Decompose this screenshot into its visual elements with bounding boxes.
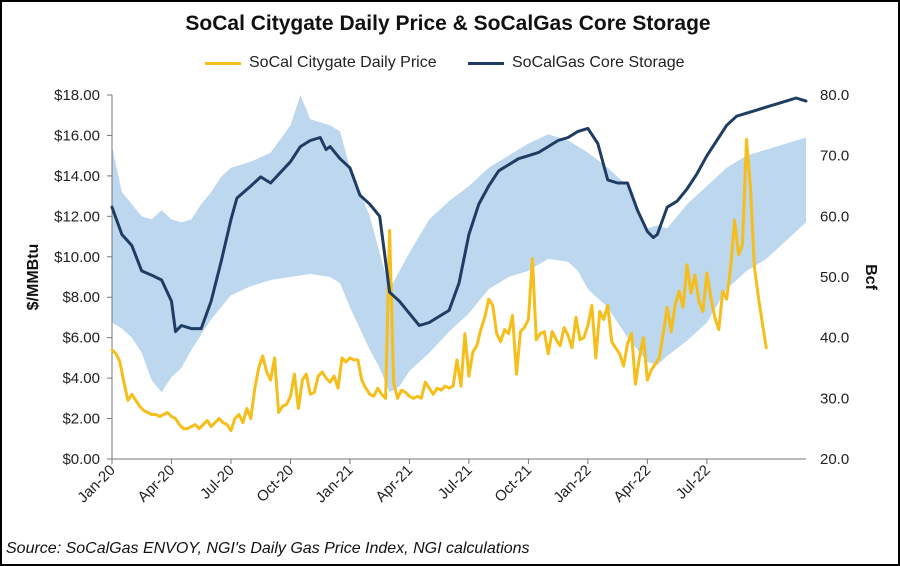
legend-label-storage: SoCalGas Core Storage [512,54,685,71]
price-series-line [110,138,768,433]
x-tick-label: Jul-20 [197,462,238,503]
left-tick-label: $0.00 [62,451,100,468]
left-tick-label: $8.00 [62,289,100,306]
chart-title: SoCal Citygate Daily Price & SoCalGas Co… [185,12,711,35]
storage-range-band [112,95,806,393]
x-tick-label: Jan-21 [312,462,356,506]
left-tick-label: $14.00 [54,168,100,185]
right-tick-label: 70.0 [820,148,849,165]
right-tick-label: 40.0 [820,330,849,347]
x-tick-label: Jul-22 [673,462,714,503]
x-tick-label: Apr-21 [372,462,416,506]
storage-series-line [110,96,808,334]
left-tick-label: $4.00 [62,370,100,387]
right-tick-label: 50.0 [820,269,849,286]
left-axis-title: $/MMBtu [25,244,42,311]
x-tick-label: Apr-22 [610,462,654,506]
x-tick-label: Jan-20 [74,462,118,506]
left-tick-label: $6.00 [62,330,100,347]
x-tick-label: Oct-21 [491,462,535,506]
legend-item-storage: SoCalGas Core Storage [468,54,685,72]
left-tick-label: $2.00 [62,411,100,428]
right-axis-title: Bcf [862,264,879,290]
left-tick-label: $10.00 [54,249,100,266]
right-tick-label: 60.0 [820,208,849,225]
legend-swatch-storage [468,61,504,65]
left-tick-label: $12.00 [54,208,100,225]
legend-swatch-price [205,61,241,65]
source-note: Source: SoCalGas ENVOY, NGI's Daily Gas … [6,540,530,557]
right-tick-label: 20.0 [820,451,849,468]
legend: SoCal Citygate Daily Price SoCalGas Core… [0,54,896,78]
x-tick-label: Oct-20 [253,462,297,506]
legend-item-price: SoCal Citygate Daily Price [205,54,437,72]
left-tick-label: $18.00 [54,87,100,104]
x-tick-label: Apr-20 [134,462,178,506]
x-tick-label: Jul-21 [435,462,476,503]
right-tick-label: 80.0 [820,87,849,104]
x-tick-label: Jan-22 [550,462,594,506]
left-tick-label: $16.00 [54,127,100,144]
right-tick-label: 30.0 [820,390,849,407]
legend-label-price: SoCal Citygate Daily Price [249,54,437,71]
